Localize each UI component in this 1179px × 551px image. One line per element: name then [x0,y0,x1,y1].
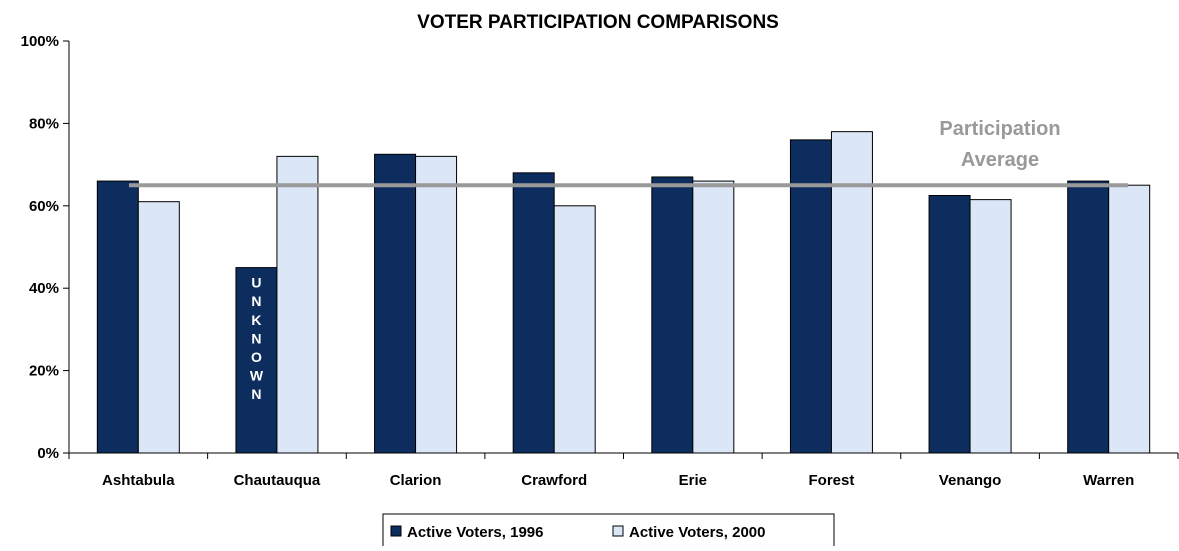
bar-1996 [1067,180,1110,454]
bar-2000 [553,205,596,454]
y-tick-label: 40% [29,280,59,297]
bar-1996 [651,176,694,454]
participation-average-label: Participation [939,118,1060,140]
legend-swatch-2000 [612,525,624,537]
x-tick-label: Erie [679,472,707,489]
x-tick-label: Crawford [521,472,587,489]
participation-average-label: Average [961,149,1039,171]
bar-2000 [415,155,458,454]
bar-1996 [374,153,417,454]
legend-swatch-1996 [390,525,402,537]
x-tick-label: Clarion [390,472,442,489]
legend-label: Active Voters, 2000 [629,524,765,541]
y-tick-label: 100% [21,33,59,50]
x-tick-label: Chautauqua [234,472,321,489]
y-tick-label: 0% [37,445,59,462]
legend-label: Active Voters, 1996 [407,524,543,541]
bar-annotation-letter: K [251,312,261,328]
y-tick-label: 20% [29,363,59,380]
bar-1996 [235,267,278,454]
bar-1996 [96,180,139,454]
bar-1996 [789,139,832,454]
bar-annotation-letter: N [251,293,261,309]
bar-1996 [512,172,555,454]
chart-title: VOTER PARTICIPATION COMPARISONS [417,12,779,33]
bar-annotation-letter: W [250,368,264,384]
x-tick-label: Warren [1083,472,1134,489]
bar-2000 [969,199,1012,454]
bar-1996 [928,195,971,454]
bar-2000 [137,201,180,454]
bar-annotation-letter: U [251,275,261,291]
bar-annotation-letter: N [251,386,261,402]
bar-annotation-letter: O [251,349,262,365]
bar-2000 [830,131,873,454]
x-tick-label: Ashtabula [102,472,175,489]
y-tick-label: 60% [29,198,59,215]
legend-box [382,513,835,551]
y-tick-label: 80% [29,115,59,132]
x-tick-label: Venango [939,472,1002,489]
bar-2000 [692,180,735,454]
x-tick-label: Forest [809,472,855,489]
bar-annotation-letter: N [251,330,261,346]
bar-2000 [276,155,319,454]
bar-2000 [1108,184,1151,454]
